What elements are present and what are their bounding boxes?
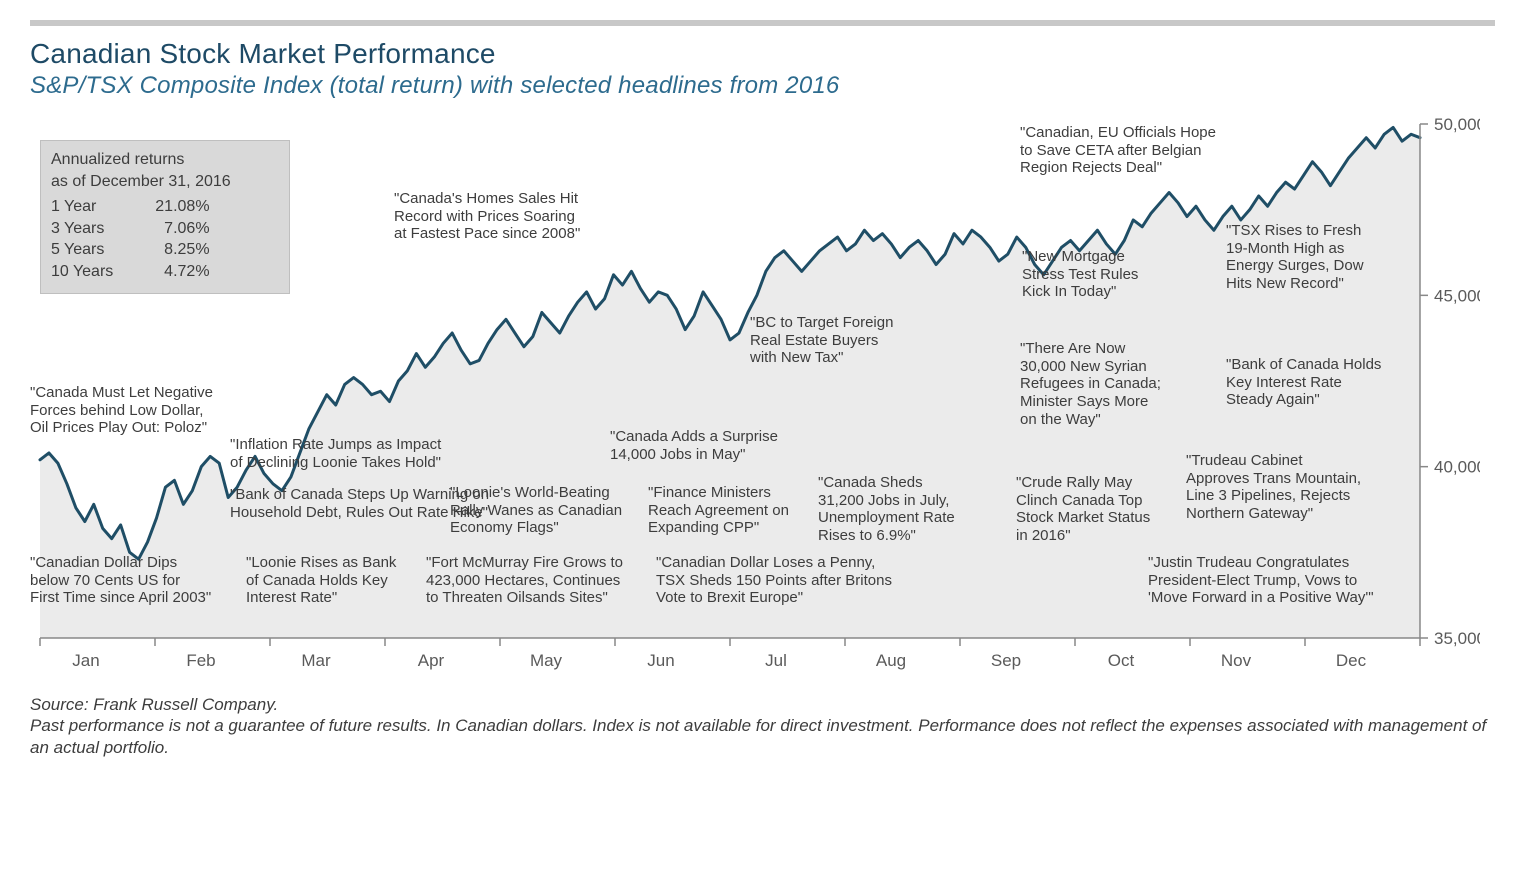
returns-row: 1 Year21.08% [51, 196, 210, 218]
x-tick-label: Jan [72, 651, 99, 670]
x-tick-label: Mar [301, 651, 331, 670]
headline-annotation: "TSX Rises to Fresh 19-Month High as Ene… [1226, 222, 1364, 293]
y-tick-label: 45,000 [1434, 286, 1480, 305]
x-tick-label: Dec [1336, 651, 1367, 670]
page-subtitle: S&P/TSX Composite Index (total return) w… [30, 72, 1495, 100]
chart-footer: Source: Frank Russell Company. Past perf… [30, 694, 1495, 758]
x-tick-label: Aug [876, 651, 906, 670]
headline-annotation: "New Mortgage Stress Test Rules Kick In … [1022, 248, 1138, 301]
returns-period: 3 Years [51, 218, 127, 240]
headline-annotation: "Loonie's World-Beating Rally Wanes as C… [450, 484, 622, 537]
top-divider [30, 20, 1495, 26]
disclaimer-line: Past performance is not a guarantee of f… [30, 715, 1495, 758]
x-tick-label: Oct [1108, 651, 1135, 670]
returns-value: 4.72% [127, 261, 209, 283]
x-tick-label: Jun [647, 651, 674, 670]
x-tick-label: Jul [765, 651, 787, 670]
headline-annotation: "Finance Ministers Reach Agreement on Ex… [648, 484, 789, 537]
headline-annotation: "Justin Trudeau Congratulates President-… [1148, 554, 1374, 607]
headline-annotation: "Canadian Dollar Loses a Penny, TSX Shed… [656, 554, 892, 607]
source-line: Source: Frank Russell Company. [30, 694, 1495, 715]
chart-container: 35,000 40,000 45,000 50,000 Jan Feb Mar Apr May J… [30, 118, 1495, 678]
headline-annotation: "There Are Now 30,000 New Syrian Refugee… [1020, 340, 1161, 428]
headline-annotation: "Fort McMurray Fire Grows to 423,000 Hec… [426, 554, 623, 607]
headline-annotation: "Canada Must Let Negative Forces behind … [30, 384, 213, 437]
returns-table: 1 Year21.08%3 Years7.06%5 Years8.25%10 Y… [51, 196, 210, 282]
returns-period: 10 Years [51, 261, 127, 283]
headline-annotation: "Canada Adds a Surprise 14,000 Jobs in M… [610, 428, 778, 463]
headline-annotation: "Canadian, EU Officials Hope to Save CET… [1020, 124, 1216, 177]
returns-value: 21.08% [127, 196, 209, 218]
headline-annotation: "Loonie Rises as Bank of Canada Holds Ke… [246, 554, 396, 607]
y-tick-label: 35,000 [1434, 629, 1480, 648]
x-tick-label: Apr [418, 651, 445, 670]
returns-value: 7.06% [127, 218, 209, 240]
headline-annotation: "Canadian Dollar Dips below 70 Cents US … [30, 554, 211, 607]
headline-annotation: "Canada Sheds 31,200 Jobs in July, Unemp… [818, 474, 955, 545]
returns-period: 5 Years [51, 239, 127, 261]
returns-row: 5 Years8.25% [51, 239, 210, 261]
headline-annotation: "Canada's Homes Sales Hit Record with Pr… [394, 190, 580, 243]
page-title: Canadian Stock Market Performance [30, 38, 1495, 70]
returns-row: 3 Years7.06% [51, 218, 210, 240]
x-tick-label: Nov [1221, 651, 1252, 670]
headline-annotation: "Inflation Rate Jumps as Impact of Decli… [230, 436, 441, 471]
headline-annotation: "BC to Target Foreign Real Estate Buyers… [750, 314, 893, 367]
x-tick-label: Feb [186, 651, 215, 670]
returns-value: 8.25% [127, 239, 209, 261]
headline-annotation: "Crude Rally May Clinch Canada Top Stock… [1016, 474, 1150, 545]
headline-annotation: "Trudeau Cabinet Approves Trans Mountain… [1186, 452, 1361, 523]
returns-period: 1 Year [51, 196, 127, 218]
headline-annotation: "Bank of Canada Holds Key Interest Rate … [1226, 356, 1381, 409]
returns-row: 10 Years4.72% [51, 261, 210, 283]
returns-box-header: Annualized returns as of December 31, 20… [51, 149, 277, 192]
y-tick-label: 40,000 [1434, 458, 1480, 477]
x-tick-label: Sep [991, 651, 1021, 670]
x-tick-label: May [530, 651, 563, 670]
y-tick-label: 50,000 [1434, 118, 1480, 134]
returns-box: Annualized returns as of December 31, 20… [40, 140, 290, 294]
